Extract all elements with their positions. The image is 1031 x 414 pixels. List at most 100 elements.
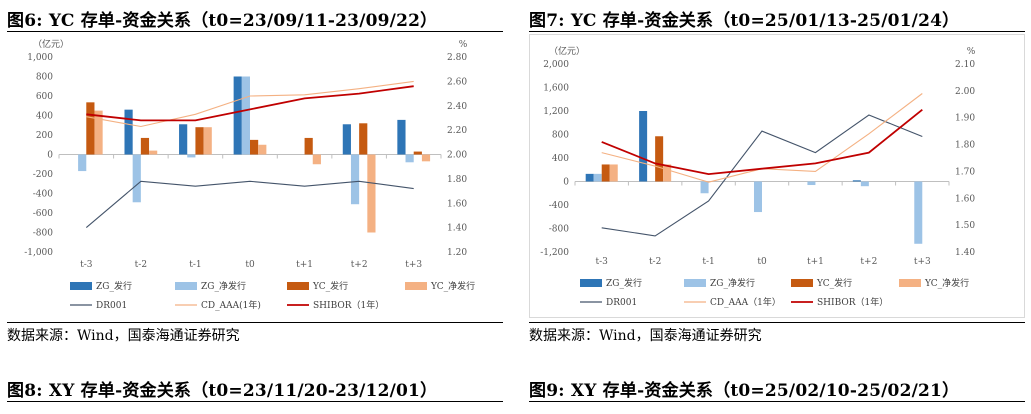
left-tick-label: -200	[33, 170, 53, 180]
bar-YC_发行	[601, 164, 610, 182]
left-tick-label: 2,000	[543, 60, 569, 70]
bar-YC_发行	[140, 137, 150, 155]
bar-ZG_净发行	[405, 154, 414, 163]
x-tick-label: t+2	[351, 260, 368, 270]
bar-ZG_净发行	[132, 154, 141, 203]
left-tick-label: 1,200	[543, 107, 569, 117]
legend-label-CD_AAA（1年）: CD_AAA（1年）	[710, 296, 781, 308]
bar-YC_发行	[359, 123, 368, 155]
line-SHIBOR（1年）	[601, 108, 923, 176]
line-DR001	[85, 180, 414, 229]
right-tick-label: 2.80	[447, 53, 467, 63]
legend-swatch-YC_发行	[791, 279, 813, 287]
x-tick-label: t-2	[135, 260, 147, 270]
left-tick-label: -600	[33, 209, 53, 219]
x-tick-label: t-3	[596, 257, 609, 267]
bar-YC_净发行	[609, 164, 618, 182]
left-tick-label: 400	[552, 154, 569, 164]
chart-frame	[529, 34, 1025, 318]
legend-label-SHIBOR（1年）: SHIBOR（1年）	[817, 296, 888, 308]
legend-swatch-YC_净发行	[405, 282, 427, 290]
figure-6-title-rule	[7, 31, 503, 32]
legend-label-ZG_发行: ZG_发行	[96, 280, 132, 292]
legend-label-ZG_净发行: ZG_净发行	[201, 280, 246, 292]
right-tick-label: 2.00	[955, 87, 975, 97]
figure-8-title-rule	[7, 401, 503, 402]
bar-YC_净发行	[258, 144, 267, 155]
bar-YC_净发行	[367, 154, 376, 233]
x-tick-label: t-2	[649, 257, 661, 267]
bar-ZG_净发行	[860, 181, 869, 187]
figure-7-title-rule	[529, 31, 1025, 32]
bar-ZG_发行	[124, 109, 133, 155]
right-tick-label: 1.40	[955, 248, 975, 258]
right-tick-label: 1.40	[447, 224, 467, 234]
left-tick-label: -1,000	[24, 248, 53, 258]
bar-YC_净发行	[203, 127, 212, 155]
right-tick-label: 2.00	[447, 151, 467, 161]
legend-label-ZG_净发行: ZG_净发行	[710, 277, 755, 289]
figure-7-source: 数据来源：Wind，国泰海通证券研究	[529, 328, 762, 344]
legend-swatch-YC_净发行	[899, 279, 921, 287]
bar-YC_净发行	[663, 164, 672, 182]
right-tick-label: 1.50	[955, 221, 975, 231]
legend-swatch-ZG_净发行	[175, 282, 197, 290]
right-tick-label: 1.60	[447, 199, 467, 209]
legend-swatch-ZG_发行	[70, 282, 92, 290]
legend-label-CD_AAA(1年): CD_AAA(1年)	[201, 299, 261, 311]
bar-YC_发行	[86, 102, 95, 155]
left-tick-label: 0	[47, 151, 53, 161]
bar-ZG_发行	[397, 119, 406, 155]
bar-ZG_发行	[852, 180, 861, 182]
left-tick-label: -800	[33, 229, 53, 239]
figure-9-title: 图9: XY 存单-资金关系（t0=25/02/10-25/02/21）	[529, 381, 960, 401]
x-tick-label: t0	[245, 260, 255, 270]
bar-YC_发行	[304, 137, 313, 155]
bar-YC_发行	[250, 139, 259, 155]
bar-ZG_净发行	[593, 173, 602, 182]
bar-YC_净发行	[94, 110, 103, 155]
bar-ZG_净发行	[241, 76, 250, 155]
figure-7-source-rule	[529, 322, 1025, 323]
legend-swatch-ZG_净发行	[684, 279, 706, 287]
right-tick-label: 1.60	[955, 194, 975, 204]
left-tick-label: 600	[36, 92, 53, 102]
legend-swatch-YC_发行	[287, 282, 309, 290]
bar-ZG_净发行	[700, 181, 709, 194]
right-tick-label: 1.20	[447, 248, 467, 258]
x-tick-label: t0	[757, 257, 767, 267]
left-tick-label: 1,600	[543, 84, 569, 94]
figure-7-chart: （亿元） % 2,000 1,600 1,200 800 400 0 -400 -800 -1,20…	[529, 34, 1025, 318]
legend-label-DR001: DR001	[96, 301, 127, 311]
figure-7-title: 图7: YC 存单-资金关系（t0=25/01/13-25/01/24）	[529, 11, 960, 31]
bar-ZG_净发行	[187, 154, 196, 158]
line-DR001	[601, 114, 923, 237]
legend-swatch-ZG_发行	[580, 279, 602, 287]
line-CD_AAA(1年)	[86, 80, 414, 128]
left-tick-label: 200	[36, 131, 53, 141]
x-tick-label: t+1	[807, 257, 824, 267]
bar-ZG_净发行	[350, 154, 360, 205]
right-tick-label: 2.40	[447, 102, 467, 112]
bar-ZG_发行	[342, 124, 351, 155]
figure-6-title: 图6: YC 存单-资金关系（t0=23/09/11-23/09/22）	[7, 11, 438, 31]
bar-ZG_发行	[179, 124, 188, 155]
bar-ZG_发行	[233, 76, 242, 155]
x-tick-label: t+3	[405, 260, 422, 270]
left-tick-label: -1,200	[540, 248, 569, 258]
legend-label-YC_发行: YC_发行	[816, 277, 852, 289]
figure-6-chart: （亿元） % 1,000 800 600 400 200 0 -200 -400 -600 -800 -…	[24, 38, 475, 311]
left-axis-unit: （亿元）	[549, 45, 585, 57]
bar-YC_发行	[655, 136, 664, 182]
bar-ZG_净发行	[914, 181, 923, 244]
figure-6-source: 数据来源：Wind，国泰海通证券研究	[7, 328, 240, 344]
right-tick-label: 2.20	[447, 126, 467, 136]
figure-9-title-rule	[529, 401, 1025, 402]
x-tick-label: t+1	[296, 260, 313, 270]
figure-8-title: 图8: XY 存单-资金关系（t0=23/11/20-23/12/01）	[7, 381, 438, 401]
x-tick-label: t-1	[702, 257, 714, 267]
figure-6-source-rule	[7, 322, 503, 323]
right-tick-label: 1.90	[955, 114, 975, 124]
left-tick-label: -800	[549, 225, 569, 235]
bar-YC_净发行	[149, 150, 158, 155]
